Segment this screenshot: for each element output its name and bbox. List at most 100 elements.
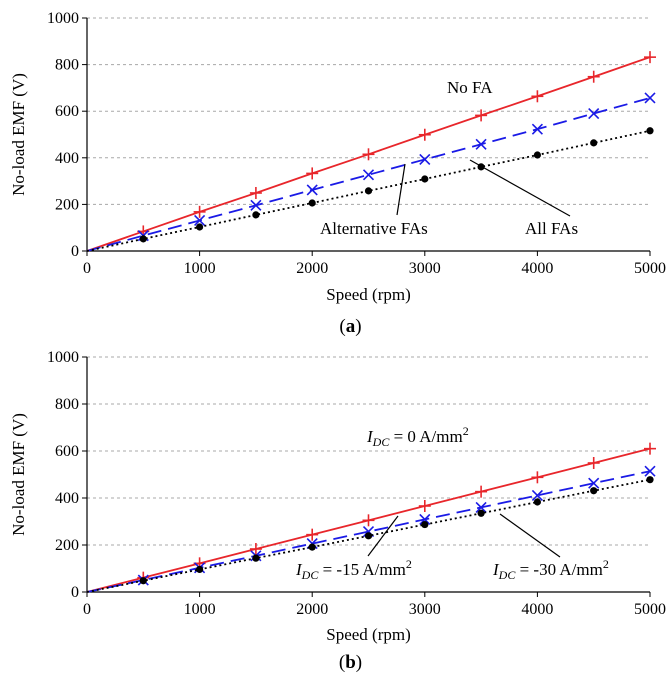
data-point-plus bbox=[644, 51, 656, 64]
data-point-cross-b bbox=[306, 184, 318, 196]
data-point-cross bbox=[250, 199, 262, 211]
annotation-subscript: DC bbox=[372, 435, 391, 449]
data-point-cross-b bbox=[194, 214, 206, 227]
data-point-plus bbox=[531, 90, 544, 103]
annotation-label: IDC = -15 A/mm2 bbox=[295, 557, 412, 582]
caption-close-paren: ) bbox=[355, 316, 361, 337]
data-point-cross bbox=[419, 153, 431, 165]
annotation-label: No FA bbox=[447, 78, 493, 97]
data-point-cross-b bbox=[644, 465, 656, 477]
annotation-var: I bbox=[295, 560, 303, 579]
data-point-cross bbox=[306, 184, 318, 196]
data-point-dot bbox=[533, 498, 542, 506]
x-tick-label: 5000 bbox=[634, 601, 666, 618]
data-point-dot bbox=[139, 577, 147, 585]
data-point-plus bbox=[475, 109, 488, 122]
annotation-text: = -30 A/mm bbox=[515, 560, 603, 579]
annotation-label: IDC = 0 A/mm2 bbox=[366, 424, 469, 449]
series-line bbox=[86, 129, 651, 252]
data-point-cross-b bbox=[250, 199, 262, 211]
data-point-cross bbox=[531, 123, 543, 135]
data-point-plus bbox=[249, 542, 262, 555]
data-point-cross-b bbox=[644, 92, 656, 104]
series-line bbox=[86, 478, 651, 593]
data-point-cross bbox=[475, 501, 487, 513]
data-point-plus bbox=[531, 471, 544, 484]
data-point-dot bbox=[308, 199, 316, 207]
data-point-dot bbox=[590, 139, 598, 147]
series-line bbox=[86, 97, 651, 252]
x-tick-label: 0 bbox=[83, 601, 91, 618]
y-tick-label: 0 bbox=[71, 584, 79, 601]
annotation-superscript: 2 bbox=[406, 557, 412, 571]
x-tick-label: 4000 bbox=[521, 601, 553, 618]
annotation-label: IDC = -30 A/mm2 bbox=[492, 557, 609, 582]
data-point-dot bbox=[196, 565, 204, 574]
data-point-cross bbox=[531, 489, 543, 501]
y-tick-label: 400 bbox=[55, 490, 79, 507]
x-axis-label: Speed (rpm) bbox=[326, 285, 411, 304]
x-tick-label: 4000 bbox=[521, 260, 553, 277]
data-point-dot bbox=[421, 175, 429, 183]
data-point-cross bbox=[644, 465, 656, 477]
data-point-plus bbox=[587, 70, 600, 83]
data-point-plus bbox=[362, 514, 375, 527]
y-tick-label: 1000 bbox=[47, 349, 79, 366]
chart-panel-b: 0 200 400 600 800 1000 0 1000 2000 3000 4000 5000 Sp… bbox=[9, 349, 666, 673]
data-point-cross-b bbox=[419, 153, 431, 165]
data-point-cross bbox=[419, 513, 431, 525]
series-2 bbox=[86, 476, 654, 593]
data-point-dot bbox=[533, 151, 542, 159]
caption-open-paren: ( bbox=[339, 316, 345, 337]
data-point-plus bbox=[587, 456, 600, 469]
annotation-var: I bbox=[366, 427, 374, 446]
y-tick-label: 200 bbox=[55, 196, 79, 213]
y-tick-label: 800 bbox=[55, 57, 79, 74]
data-point-cross-b bbox=[531, 489, 543, 501]
annotation-text: = -15 A/mm bbox=[318, 560, 406, 579]
y-tick-label: 1000 bbox=[47, 10, 79, 27]
data-point-dot bbox=[252, 554, 260, 562]
annotation-text: = 0 A/mm bbox=[389, 427, 462, 446]
annotation-leader-line bbox=[499, 513, 561, 558]
data-point-dot bbox=[308, 543, 316, 551]
data-point-plus bbox=[418, 128, 431, 141]
y-tick-label: 600 bbox=[55, 443, 79, 460]
annotation-leader-line bbox=[367, 515, 399, 557]
data-point-cross bbox=[362, 169, 375, 181]
chart-panel-a: 0 200 400 600 800 1000 0 1000 2000 3000 4000 5000 Sp… bbox=[9, 10, 666, 337]
data-point-plus bbox=[418, 499, 431, 512]
x-tick-label: 5000 bbox=[634, 260, 666, 277]
caption-letter: b bbox=[345, 652, 356, 673]
panel-caption: (b) bbox=[339, 652, 362, 673]
caption-close-paren: ) bbox=[356, 652, 362, 673]
x-tick-label: 1000 bbox=[184, 260, 216, 277]
data-point-plus bbox=[249, 186, 262, 199]
data-point-cross bbox=[194, 214, 206, 227]
y-tick-label: 600 bbox=[55, 103, 79, 120]
annotation-subscript: DC bbox=[301, 568, 320, 582]
data-point-dot bbox=[364, 532, 373, 540]
y-tick-label: 800 bbox=[55, 396, 79, 413]
caption-letter: a bbox=[346, 316, 356, 337]
x-axis-label: Speed (rpm) bbox=[326, 625, 411, 644]
data-point-dot bbox=[139, 235, 147, 243]
annotation-var: I bbox=[492, 560, 500, 579]
x-tick-label: 2000 bbox=[296, 601, 328, 618]
data-point-cross bbox=[475, 138, 487, 150]
data-point-dot bbox=[421, 520, 429, 529]
data-point-plus bbox=[644, 442, 656, 455]
x-tick-label: 0 bbox=[83, 260, 91, 277]
y-tick-label: 0 bbox=[71, 243, 79, 260]
data-point-cross bbox=[644, 92, 656, 104]
data-point-cross-b bbox=[531, 123, 543, 135]
data-point-dot bbox=[252, 211, 260, 219]
annotation-superscript: 2 bbox=[603, 557, 609, 571]
data-point-dot bbox=[590, 487, 598, 495]
y-axis-label: No-load EMF (V) bbox=[9, 73, 28, 196]
data-point-dot bbox=[477, 509, 485, 517]
annotation-leader-line bbox=[396, 163, 406, 216]
data-point-cross-b bbox=[475, 501, 487, 513]
data-point-plus bbox=[475, 485, 488, 498]
